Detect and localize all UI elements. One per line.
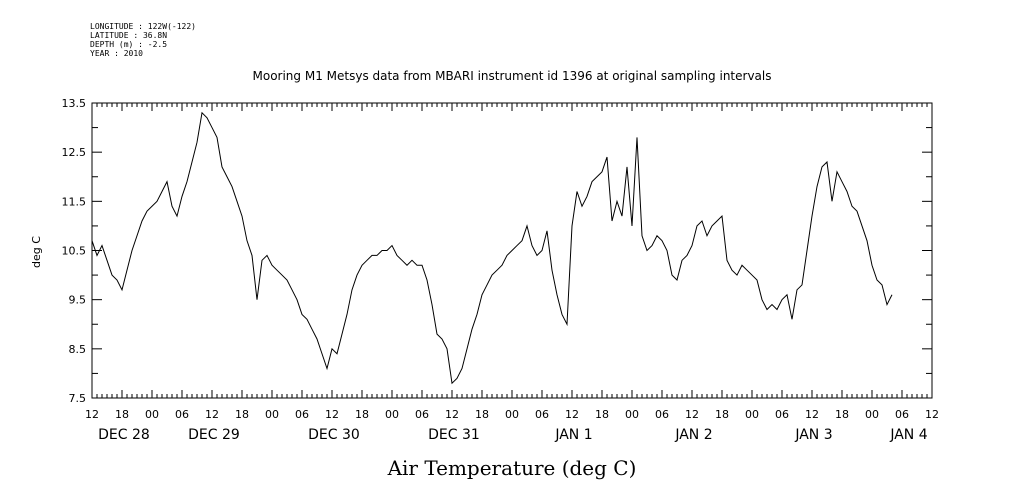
x-day-label: DEC 31: [428, 427, 480, 443]
y-axis-label: deg C: [30, 236, 43, 268]
x-tick-label: 00: [265, 408, 279, 421]
metadata-block: LONGITUDE : 122W(-122) LATITUDE : 36.8N …: [90, 22, 196, 58]
x-tick-label: 12: [805, 408, 819, 421]
x-tick-label: 12: [445, 408, 459, 421]
x-tick-label: 18: [475, 408, 489, 421]
metadata-line-latitude: LATITUDE : 36.8N: [90, 31, 168, 40]
y-tick-label: 12.5: [62, 146, 87, 159]
x-tick-label: 00: [625, 408, 639, 421]
y-tick-label: 10.5: [62, 245, 87, 258]
x-tick-label: 06: [775, 408, 789, 421]
x-tick-label: 06: [295, 408, 309, 421]
x-axis: 12 18 00 06 12 18 00 06 12 18 00 06 12 18 00 06 12 18 00 06…: [85, 103, 939, 443]
x-tick-label: 12: [325, 408, 339, 421]
x-day-label: DEC 30: [308, 427, 360, 443]
x-tick-label: 18: [595, 408, 609, 421]
metadata-line-longitude: LONGITUDE : 122W(-122): [90, 22, 196, 31]
x-tick-label: 18: [715, 408, 729, 421]
series-line: [91, 111, 893, 385]
x-day-label: JAN 4: [889, 427, 927, 443]
x-tick-label: 06: [655, 408, 669, 421]
x-tick-label: 12: [85, 408, 99, 421]
x-tick-label: 12: [565, 408, 579, 421]
x-tick-label: 00: [145, 408, 159, 421]
x-tick-label: 12: [685, 408, 699, 421]
x-tick-label: 18: [835, 408, 849, 421]
x-day-label: DEC 28: [98, 427, 150, 443]
y-tick-label: 8.5: [69, 343, 87, 356]
x-tick-label: 12: [205, 408, 219, 421]
x-day-label: JAN 2: [674, 427, 712, 443]
x-day-label: DEC 29: [188, 427, 240, 443]
y-tick-label: 7.5: [69, 392, 87, 405]
metadata-line-depth: DEPTH (m) : -2.5: [90, 40, 168, 49]
x-tick-label: 06: [535, 408, 549, 421]
chart-title: Mooring M1 Metsys data from MBARI instru…: [253, 69, 772, 83]
x-tick-label: 18: [355, 408, 369, 421]
x-tick-label: 00: [385, 408, 399, 421]
x-tick-label: 18: [235, 408, 249, 421]
x-tick-label: 18: [115, 408, 129, 421]
x-tick-label: 06: [415, 408, 429, 421]
y-tick-label: 13.5: [62, 97, 87, 110]
x-tick-label: 06: [175, 408, 189, 421]
x-day-label: JAN 3: [794, 427, 832, 443]
x-day-label: JAN 1: [554, 427, 592, 443]
x-tick-label: 00: [505, 408, 519, 421]
y-tick-label: 11.5: [62, 195, 87, 208]
x-tick-label: 06: [895, 408, 909, 421]
x-tick-label: 12: [925, 408, 939, 421]
x-tick-label: 00: [865, 408, 879, 421]
x-axis-label: Air Temperature (deg C): [387, 456, 637, 480]
x-tick-label: 00: [745, 408, 759, 421]
y-tick-label: 9.5: [69, 294, 87, 307]
metadata-line-year: YEAR : 2010: [90, 49, 143, 58]
y-axis: 13.5 12.5 11.5 10.5 9.5 8.5 7.5: [62, 97, 932, 405]
